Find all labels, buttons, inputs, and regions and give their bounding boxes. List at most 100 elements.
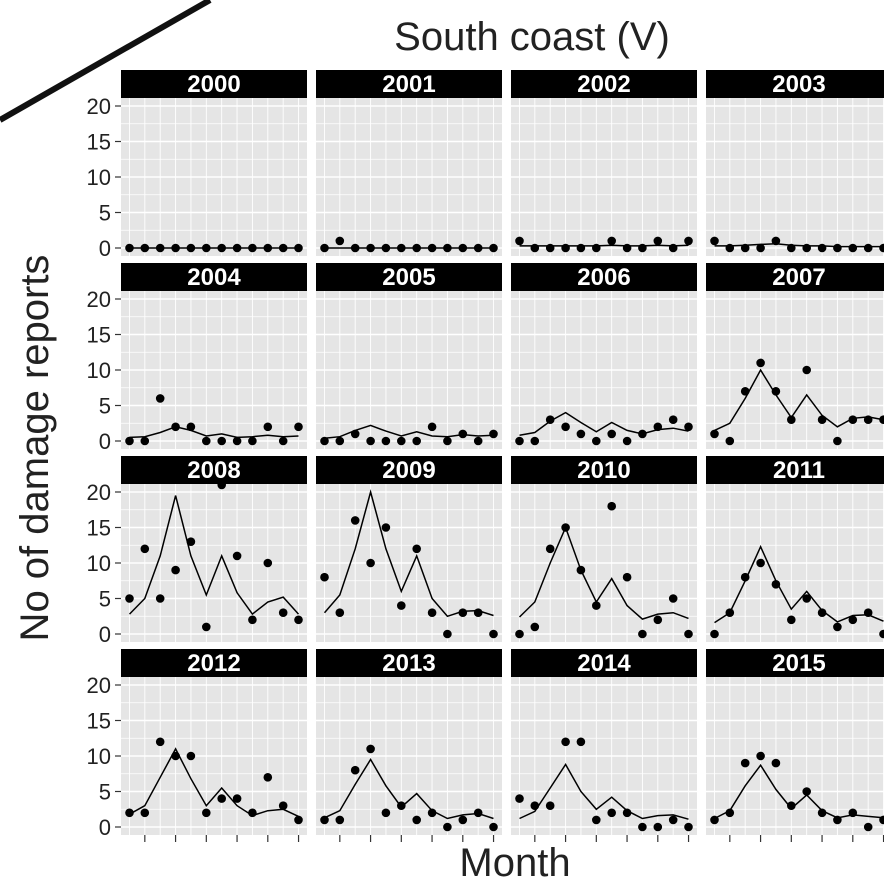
data-point-2012-m6 <box>202 808 211 818</box>
y-tick-label: 5 <box>99 587 111 612</box>
data-point-2013-m9 <box>443 822 452 832</box>
data-point-2010-m3 <box>545 544 555 554</box>
strip-label-2010: 2010 <box>577 457 630 484</box>
data-point-2000-m12 <box>294 243 303 253</box>
strip-background <box>706 263 884 291</box>
data-point-2002-m1 <box>515 236 524 246</box>
data-point-2005-m8 <box>427 422 437 432</box>
data-point-2012-m5 <box>186 751 196 761</box>
data-point-2012-m3 <box>155 737 165 747</box>
facet-panel-2012: 2012 0 5 10 15 20 <box>87 649 307 842</box>
data-point-2011-m7 <box>802 594 811 603</box>
data-point-2007-m5 <box>771 387 781 396</box>
strip-background <box>316 456 502 484</box>
data-point-2005-m1 <box>320 436 329 446</box>
strip-label-2001: 2001 <box>382 71 435 98</box>
data-point-2001-m12 <box>489 243 498 253</box>
strip-label-2006: 2006 <box>577 264 630 291</box>
data-point-2007-m9 <box>833 436 842 446</box>
data-point-2008-m11 <box>278 608 288 617</box>
data-point-2001-m8 <box>427 243 437 253</box>
data-point-2015-m8 <box>817 808 827 818</box>
data-point-2003-m11 <box>863 243 873 253</box>
data-point-2007-m11 <box>863 415 873 425</box>
data-point-2014-m2 <box>530 801 540 810</box>
data-point-2014-m8 <box>622 808 632 818</box>
strip-label-2002: 2002 <box>577 71 630 98</box>
facet-panel-2015: 2015 <box>706 649 884 842</box>
data-point-2010-m10 <box>653 615 663 625</box>
data-point-2015-m11 <box>863 822 873 832</box>
data-point-2003-m12 <box>879 243 884 253</box>
data-point-2012-m1 <box>125 808 134 818</box>
data-point-2002-m10 <box>653 236 663 246</box>
strip-background <box>706 456 884 484</box>
data-point-2003-m4 <box>756 243 765 253</box>
data-point-2003-m10 <box>848 243 858 253</box>
data-point-2009-m7 <box>412 544 422 554</box>
fitted-line-2010 <box>518 525 689 620</box>
facet-panel-2005: 2005 <box>316 263 502 449</box>
data-point-2001-m9 <box>443 243 452 253</box>
data-point-2015-m10 <box>848 808 858 818</box>
data-point-2013-m8 <box>427 808 437 818</box>
strip-background <box>316 70 502 98</box>
data-point-2004-m4 <box>171 422 180 432</box>
strip-label-2004: 2004 <box>187 264 241 291</box>
y-tick-label: 15 <box>87 709 111 734</box>
data-point-2004-m1 <box>125 436 134 446</box>
data-point-2011-m10 <box>848 615 858 625</box>
data-point-2014-m9 <box>638 822 647 832</box>
data-point-2008-m8 <box>232 551 242 561</box>
data-point-2010-m2 <box>530 622 540 632</box>
data-point-2013-m2 <box>335 815 345 825</box>
strip-label-2000: 2000 <box>187 71 240 98</box>
facet-panel-2003: 2003 <box>706 70 884 256</box>
data-point-2000-m4 <box>171 243 180 253</box>
data-point-2014-m11 <box>668 815 678 825</box>
fitted-line-2011 <box>714 544 884 624</box>
data-point-2010-m12 <box>684 629 693 639</box>
data-point-2001-m11 <box>473 243 483 253</box>
strip-background <box>121 649 307 677</box>
y-tick-label: 5 <box>99 394 111 419</box>
data-point-2014-m7 <box>607 808 616 818</box>
data-point-2005-m4 <box>366 436 375 446</box>
data-point-2001-m1 <box>320 243 329 253</box>
data-point-2001-m4 <box>366 243 375 253</box>
data-point-2009-m2 <box>335 608 345 617</box>
data-point-2007-m12 <box>879 415 884 424</box>
data-point-2001-m5 <box>381 243 391 253</box>
data-point-2002-m3 <box>545 243 555 253</box>
data-point-2012-m9 <box>248 808 257 818</box>
data-point-2008-m5 <box>186 537 196 546</box>
strip-background <box>511 263 697 291</box>
strip-label-2008: 2008 <box>187 457 240 484</box>
data-point-2015-m4 <box>756 751 765 761</box>
data-point-2013-m7 <box>412 815 422 825</box>
data-point-2009-m9 <box>443 629 452 639</box>
y-axis-title: No of damage reports <box>13 255 57 642</box>
data-point-2001-m6 <box>397 243 406 253</box>
data-point-2011-m3 <box>740 572 750 582</box>
y-tick-label: 0 <box>99 815 111 840</box>
data-point-2000-m6 <box>202 243 211 253</box>
data-point-2012-m11 <box>278 801 288 810</box>
data-point-2010-m5 <box>576 565 586 575</box>
data-point-2001-m10 <box>458 243 468 253</box>
facet-panel-2006: 2006 <box>511 263 697 449</box>
data-point-2015-m5 <box>771 758 781 768</box>
data-point-2009-m4 <box>366 558 375 568</box>
data-point-2006-m7 <box>607 429 616 439</box>
data-point-2006-m6 <box>592 436 601 446</box>
data-point-2006-m4 <box>561 422 570 432</box>
fitted-line-2012 <box>129 747 299 818</box>
data-point-2002-m12 <box>684 236 693 246</box>
strip-label-2003: 2003 <box>772 71 825 98</box>
data-point-2002-m9 <box>638 243 647 253</box>
data-point-2015-m2 <box>725 808 735 818</box>
data-point-2009-m10 <box>458 608 468 617</box>
data-point-2002-m6 <box>592 243 601 253</box>
data-point-2014-m1 <box>515 794 524 803</box>
data-point-2009-m5 <box>381 523 391 532</box>
